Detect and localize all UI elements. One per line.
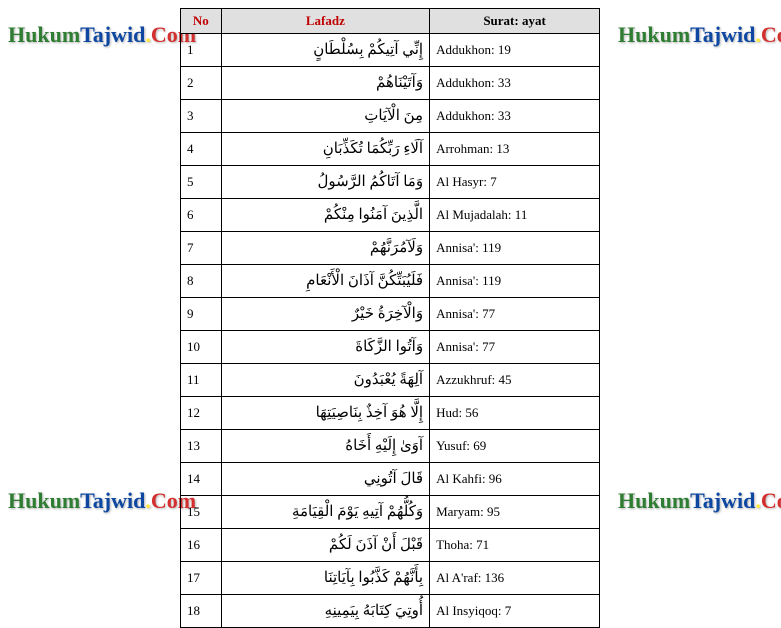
cell-no: 17 [181,562,222,595]
cell-surat: Addukhon: 33 [430,100,600,133]
watermark-com: Com [761,488,781,513]
table-row: 4آلَاءِ رَبِّكُمَا تُكَذِّبَانِArrohman:… [181,133,600,166]
cell-no: 15 [181,496,222,529]
cell-lafadz: قَالَ آتُونِي [221,463,429,496]
watermark-tajwid: Tajwid [690,488,755,513]
cell-surat: Addukhon: 33 [430,67,600,100]
table-row: 13آوَىٰ إِلَيْهِ أَخَاهُYusuf: 69 [181,430,600,463]
cell-no: 8 [181,265,222,298]
table-row: 12إِلَّا هُوَ آخِذٌ بِنَاصِيَتِهَاHud: 5… [181,397,600,430]
table-row: 8فَلَيُبَتِّكُنَّ آذَانَ الْأَنْعَامِAnn… [181,265,600,298]
cell-surat: Annisa': 77 [430,298,600,331]
table-row: 9وَالْآخِرَةُ خَيْرٌAnnisa': 77 [181,298,600,331]
cell-surat: Thoha: 71 [430,529,600,562]
cell-lafadz: آلِهَةً يُعْبَدُونَ [221,364,429,397]
table-body: 1إِنِّي آتِيكُمْ بِسُلْطَانٍAddukhon: 19… [181,34,600,628]
table-row: 14قَالَ آتُونِيAl Kahfi: 96 [181,463,600,496]
tajwid-table-container: No Lafadz Surat: ayat 1إِنِّي آتِيكُمْ ب… [180,8,600,628]
table-row: 10وَآتُوا الزَّكَاةَAnnisa': 77 [181,331,600,364]
cell-surat: Al Insyiqoq: 7 [430,595,600,628]
cell-surat: Annisa': 77 [430,331,600,364]
cell-no: 4 [181,133,222,166]
cell-surat: Al Kahfi: 96 [430,463,600,496]
cell-no: 3 [181,100,222,133]
table-row: 11آلِهَةً يُعْبَدُونَAzzukhruf: 45 [181,364,600,397]
watermark-hukum: Hukum [618,488,690,513]
table-row: 16قَبْلَ أَنْ آذَنَ لَكُمْThoha: 71 [181,529,600,562]
cell-lafadz: فَلَيُبَتِّكُنَّ آذَانَ الْأَنْعَامِ [221,265,429,298]
cell-no: 16 [181,529,222,562]
watermark-tajwid: Tajwid [80,22,145,47]
watermark-hukum: Hukum [618,22,690,47]
watermark-hukum: Hukum [8,22,80,47]
table-row: 17بِأَنَّهُمْ كَذَّبُوا بِآيَاتِنَاAl A'… [181,562,600,595]
watermark-logo: HukumTajwid.Com [8,22,196,48]
cell-lafadz: وَآتُوا الزَّكَاةَ [221,331,429,364]
cell-lafadz: قَبْلَ أَنْ آذَنَ لَكُمْ [221,529,429,562]
watermark-tajwid: Tajwid [80,488,145,513]
cell-no: 6 [181,199,222,232]
cell-lafadz: وَكُلُّهُمْ آتِيهِ يَوْمَ الْقِيَامَةِ [221,496,429,529]
cell-surat: Hud: 56 [430,397,600,430]
cell-lafadz: وَلَآمُرَنَّهُمْ [221,232,429,265]
cell-lafadz: الَّذِينَ آمَنُوا مِنْكُمْ [221,199,429,232]
cell-no: 9 [181,298,222,331]
header-surat: Surat: ayat [430,9,600,34]
cell-no: 11 [181,364,222,397]
table-header-row: No Lafadz Surat: ayat [181,9,600,34]
cell-no: 18 [181,595,222,628]
cell-lafadz: إِلَّا هُوَ آخِذٌ بِنَاصِيَتِهَا [221,397,429,430]
tajwid-table: No Lafadz Surat: ayat 1إِنِّي آتِيكُمْ ب… [180,8,600,628]
cell-no: 14 [181,463,222,496]
cell-lafadz: وَآتَيْنَاهُمْ [221,67,429,100]
cell-surat: Al A'raf: 136 [430,562,600,595]
cell-no: 5 [181,166,222,199]
cell-surat: Annisa': 119 [430,265,600,298]
table-row: 3مِنَ الْآيَاتِAddukhon: 33 [181,100,600,133]
cell-surat: Annisa': 119 [430,232,600,265]
watermark-logo: HukumTajwid.Com [8,488,196,514]
cell-surat: Al Hasyr: 7 [430,166,600,199]
cell-surat: Maryam: 95 [430,496,600,529]
cell-no: 10 [181,331,222,364]
watermark-logo: HukumTajwid.Com [618,22,781,48]
watermark-hukum: Hukum [8,488,80,513]
cell-no: 12 [181,397,222,430]
cell-surat: Addukhon: 19 [430,34,600,67]
cell-lafadz: آوَىٰ إِلَيْهِ أَخَاهُ [221,430,429,463]
cell-surat: Azzukhruf: 45 [430,364,600,397]
cell-lafadz: إِنِّي آتِيكُمْ بِسُلْطَانٍ [221,34,429,67]
watermark-logo: HukumTajwid.Com [618,488,781,514]
table-row: 2وَآتَيْنَاهُمْAddukhon: 33 [181,67,600,100]
table-row: 15وَكُلُّهُمْ آتِيهِ يَوْمَ الْقِيَامَةِ… [181,496,600,529]
watermark-com: Com [761,22,781,47]
cell-no: 2 [181,67,222,100]
header-lafadz: Lafadz [221,9,429,34]
table-row: 7وَلَآمُرَنَّهُمْAnnisa': 119 [181,232,600,265]
cell-lafadz: وَمَا آتَاكُمُ الرَّسُولُ [221,166,429,199]
cell-surat: Al Mujadalah: 11 [430,199,600,232]
cell-lafadz: أُوتِيَ كِتَابَهُ بِيَمِينِهِ [221,595,429,628]
header-no: No [181,9,222,34]
cell-surat: Yusuf: 69 [430,430,600,463]
cell-lafadz: مِنَ الْآيَاتِ [221,100,429,133]
cell-surat: Arrohman: 13 [430,133,600,166]
table-row: 6الَّذِينَ آمَنُوا مِنْكُمْAl Mujadalah:… [181,199,600,232]
cell-no: 13 [181,430,222,463]
watermark-tajwid: Tajwid [690,22,755,47]
cell-lafadz: وَالْآخِرَةُ خَيْرٌ [221,298,429,331]
cell-no: 7 [181,232,222,265]
cell-lafadz: آلَاءِ رَبِّكُمَا تُكَذِّبَانِ [221,133,429,166]
table-row: 5وَمَا آتَاكُمُ الرَّسُولُAl Hasyr: 7 [181,166,600,199]
cell-no: 1 [181,34,222,67]
table-row: 18أُوتِيَ كِتَابَهُ بِيَمِينِهِAl Insyiq… [181,595,600,628]
cell-lafadz: بِأَنَّهُمْ كَذَّبُوا بِآيَاتِنَا [221,562,429,595]
table-row: 1إِنِّي آتِيكُمْ بِسُلْطَانٍAddukhon: 19 [181,34,600,67]
